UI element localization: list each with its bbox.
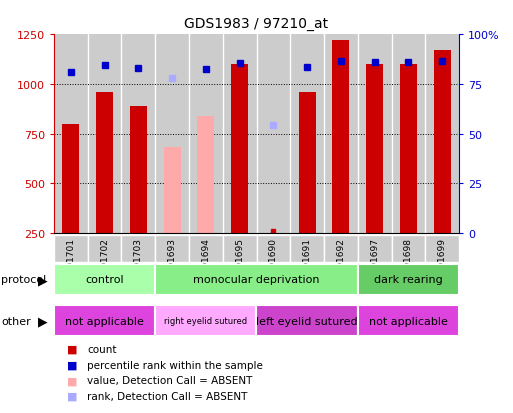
FancyBboxPatch shape — [358, 306, 459, 337]
Text: ■: ■ — [67, 344, 77, 354]
Bar — [130, 107, 147, 233]
Text: GSM101702: GSM101702 — [100, 237, 109, 292]
FancyBboxPatch shape — [358, 264, 459, 295]
Text: monocular deprivation: monocular deprivation — [193, 275, 320, 285]
Text: ▶: ▶ — [38, 273, 47, 286]
Text: ▶: ▶ — [38, 315, 47, 328]
Title: GDS1983 / 97210_at: GDS1983 / 97210_at — [185, 17, 328, 31]
Text: value, Detection Call = ABSENT: value, Detection Call = ABSENT — [87, 375, 252, 385]
Text: percentile rank within the sample: percentile rank within the sample — [87, 360, 263, 370]
Text: other: other — [1, 316, 31, 326]
FancyBboxPatch shape — [358, 235, 391, 262]
Bar — [231, 65, 248, 233]
Bar — [299, 93, 315, 233]
Text: GSM101703: GSM101703 — [134, 237, 143, 292]
Text: GSM101699: GSM101699 — [438, 237, 447, 292]
Text: rank, Detection Call = ABSENT: rank, Detection Call = ABSENT — [87, 391, 248, 401]
FancyBboxPatch shape — [54, 264, 155, 295]
Bar — [332, 41, 349, 233]
Bar — [62, 124, 79, 233]
Text: control: control — [85, 275, 124, 285]
Text: GSM101701: GSM101701 — [66, 237, 75, 292]
Text: ■: ■ — [67, 360, 77, 370]
FancyBboxPatch shape — [425, 235, 459, 262]
Text: left eyelid sutured: left eyelid sutured — [256, 316, 358, 326]
FancyBboxPatch shape — [155, 264, 358, 295]
FancyBboxPatch shape — [189, 235, 223, 262]
Text: ■: ■ — [67, 375, 77, 385]
Bar — [434, 51, 451, 233]
FancyBboxPatch shape — [54, 306, 155, 337]
Text: right eyelid sutured: right eyelid sutured — [164, 317, 247, 325]
Bar — [198, 116, 214, 233]
Text: GSM101695: GSM101695 — [235, 237, 244, 292]
FancyBboxPatch shape — [290, 235, 324, 262]
Text: GSM101690: GSM101690 — [269, 237, 278, 292]
FancyBboxPatch shape — [256, 235, 290, 262]
FancyBboxPatch shape — [391, 235, 425, 262]
FancyBboxPatch shape — [88, 235, 122, 262]
Text: GSM101698: GSM101698 — [404, 237, 413, 292]
Text: GSM101692: GSM101692 — [337, 237, 345, 292]
Bar — [96, 93, 113, 233]
Text: GSM101694: GSM101694 — [201, 237, 210, 292]
Text: not applicable: not applicable — [65, 316, 144, 326]
Text: not applicable: not applicable — [369, 316, 448, 326]
Text: GSM101691: GSM101691 — [303, 237, 312, 292]
Text: ■: ■ — [67, 391, 77, 401]
Bar — [366, 65, 383, 233]
FancyBboxPatch shape — [155, 306, 256, 337]
Text: GSM101693: GSM101693 — [168, 237, 176, 292]
Bar — [400, 65, 417, 233]
Text: count: count — [87, 344, 117, 354]
FancyBboxPatch shape — [122, 235, 155, 262]
Text: dark rearing: dark rearing — [374, 275, 443, 285]
FancyBboxPatch shape — [54, 235, 88, 262]
FancyBboxPatch shape — [223, 235, 256, 262]
FancyBboxPatch shape — [155, 235, 189, 262]
Text: GSM101697: GSM101697 — [370, 237, 379, 292]
FancyBboxPatch shape — [256, 306, 358, 337]
Bar — [164, 148, 181, 233]
FancyBboxPatch shape — [324, 235, 358, 262]
Text: protocol: protocol — [1, 275, 46, 285]
